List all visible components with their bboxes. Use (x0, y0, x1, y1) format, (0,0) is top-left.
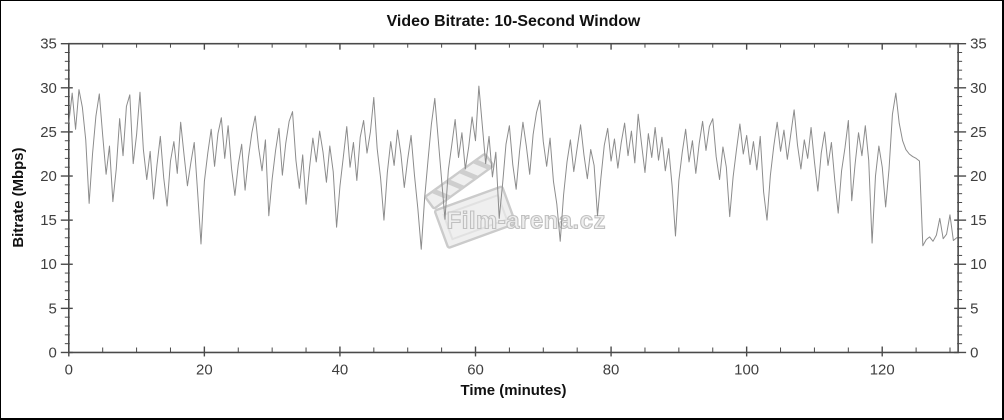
tick-label: 10 (970, 256, 987, 273)
tick-label: 80 (603, 361, 620, 378)
tick-label: 25 (40, 124, 57, 141)
tick-label: 0 (970, 344, 978, 361)
bitrate-line-series (68, 85, 958, 250)
tick-label: 0 (49, 344, 57, 361)
tick-label: 30 (970, 80, 987, 97)
tick-label: 40 (332, 361, 349, 378)
tick-label: 60 (467, 361, 484, 378)
chart-title: Video Bitrate: 10-Second Window (387, 13, 641, 30)
tick-label: 35 (970, 36, 987, 53)
tick-label: 5 (970, 300, 978, 317)
y-axis-label: Bitrate (Mbps) (10, 148, 27, 248)
tick-label: 25 (970, 124, 987, 141)
tick-label: 100 (734, 361, 759, 378)
tick-label: 20 (970, 168, 987, 185)
tick-label: 120 (870, 361, 895, 378)
tick-label: 10 (40, 256, 57, 273)
x-axis-label: Time (minutes) (460, 382, 566, 399)
tick-label: 0 (65, 361, 73, 378)
tick-label: 15 (970, 212, 987, 229)
tick-label: 15 (40, 212, 57, 229)
watermark: Film-arena.cz (424, 153, 606, 249)
tick-label: 20 (40, 168, 57, 185)
tick-label: 20 (196, 361, 213, 378)
plot-frame (67, 42, 959, 354)
watermark-text: Film-arena.cz (447, 207, 606, 234)
tick-label: 5 (49, 300, 57, 317)
tick-label: 35 (40, 36, 57, 53)
axis-ticks (60, 42, 967, 357)
tick-label: 30 (40, 80, 57, 97)
